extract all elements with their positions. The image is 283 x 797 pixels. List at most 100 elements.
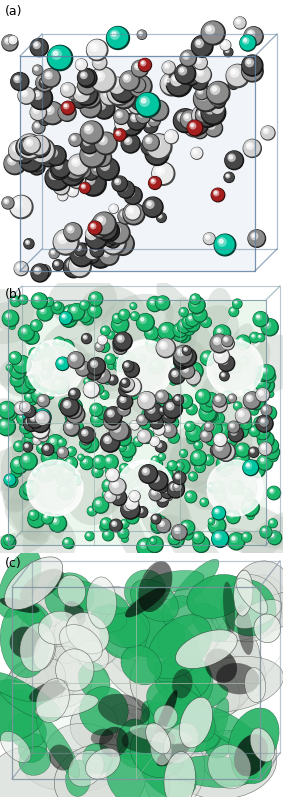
Circle shape xyxy=(95,385,104,394)
Circle shape xyxy=(97,73,101,77)
Circle shape xyxy=(71,135,76,140)
Circle shape xyxy=(5,474,15,485)
Circle shape xyxy=(86,229,106,248)
Circle shape xyxy=(194,76,201,82)
Circle shape xyxy=(9,351,21,364)
Circle shape xyxy=(42,103,62,123)
Circle shape xyxy=(185,348,186,350)
Circle shape xyxy=(174,528,180,533)
Circle shape xyxy=(123,407,130,414)
Circle shape xyxy=(109,236,112,239)
Circle shape xyxy=(26,375,39,388)
Circle shape xyxy=(42,355,57,371)
Circle shape xyxy=(216,458,234,476)
Circle shape xyxy=(195,77,198,80)
Circle shape xyxy=(69,92,72,96)
Circle shape xyxy=(20,149,41,170)
Circle shape xyxy=(42,513,52,523)
Circle shape xyxy=(102,328,106,332)
Circle shape xyxy=(107,467,111,471)
Ellipse shape xyxy=(228,708,279,771)
Circle shape xyxy=(263,368,265,371)
Circle shape xyxy=(138,539,153,555)
Circle shape xyxy=(90,238,99,247)
Circle shape xyxy=(124,204,143,223)
Ellipse shape xyxy=(121,646,162,685)
Circle shape xyxy=(164,411,170,417)
Circle shape xyxy=(45,297,53,306)
Circle shape xyxy=(29,511,38,520)
Circle shape xyxy=(64,418,82,436)
Circle shape xyxy=(114,129,126,141)
Circle shape xyxy=(214,434,227,446)
Circle shape xyxy=(176,481,183,489)
Circle shape xyxy=(196,108,209,122)
Circle shape xyxy=(145,336,162,353)
Circle shape xyxy=(27,412,44,428)
Circle shape xyxy=(141,543,144,546)
Circle shape xyxy=(99,342,110,352)
Circle shape xyxy=(163,80,175,92)
Circle shape xyxy=(36,411,49,424)
Circle shape xyxy=(226,436,231,441)
Circle shape xyxy=(60,162,85,186)
Circle shape xyxy=(247,30,254,37)
Circle shape xyxy=(85,73,97,85)
Circle shape xyxy=(6,314,9,317)
Circle shape xyxy=(33,322,37,326)
Circle shape xyxy=(125,355,127,359)
Ellipse shape xyxy=(141,701,202,748)
Ellipse shape xyxy=(174,730,276,797)
Circle shape xyxy=(27,335,31,340)
Circle shape xyxy=(99,245,119,265)
Circle shape xyxy=(40,78,43,81)
Circle shape xyxy=(80,135,99,154)
Circle shape xyxy=(123,536,125,540)
Circle shape xyxy=(25,382,28,385)
Circle shape xyxy=(165,65,168,67)
Ellipse shape xyxy=(205,736,232,758)
Circle shape xyxy=(257,455,273,470)
Circle shape xyxy=(76,414,83,421)
Circle shape xyxy=(257,315,260,318)
Circle shape xyxy=(69,450,71,451)
Circle shape xyxy=(77,414,80,418)
Circle shape xyxy=(120,379,134,392)
Ellipse shape xyxy=(0,600,51,677)
Circle shape xyxy=(172,365,175,367)
Circle shape xyxy=(153,461,155,463)
Ellipse shape xyxy=(150,732,171,765)
Circle shape xyxy=(96,59,98,61)
Circle shape xyxy=(142,61,144,64)
Circle shape xyxy=(61,107,68,113)
Circle shape xyxy=(187,120,203,135)
Circle shape xyxy=(230,69,239,77)
Circle shape xyxy=(183,68,200,85)
Circle shape xyxy=(93,213,114,234)
Circle shape xyxy=(74,247,83,256)
Circle shape xyxy=(38,344,49,354)
Circle shape xyxy=(257,418,267,428)
Circle shape xyxy=(149,177,160,188)
Circle shape xyxy=(68,186,78,196)
Circle shape xyxy=(168,481,183,497)
Circle shape xyxy=(216,398,218,400)
Circle shape xyxy=(150,148,165,163)
Circle shape xyxy=(47,147,65,164)
Circle shape xyxy=(97,158,119,180)
Ellipse shape xyxy=(121,727,175,753)
Circle shape xyxy=(55,339,60,344)
Ellipse shape xyxy=(158,622,201,678)
Circle shape xyxy=(170,484,177,490)
Circle shape xyxy=(11,373,23,386)
Circle shape xyxy=(78,454,84,461)
Ellipse shape xyxy=(42,341,92,395)
Circle shape xyxy=(234,300,238,304)
Circle shape xyxy=(188,316,193,320)
Ellipse shape xyxy=(0,301,46,344)
Circle shape xyxy=(36,74,54,92)
Circle shape xyxy=(30,379,33,382)
Circle shape xyxy=(37,412,43,418)
Circle shape xyxy=(45,166,70,190)
Circle shape xyxy=(222,41,226,45)
